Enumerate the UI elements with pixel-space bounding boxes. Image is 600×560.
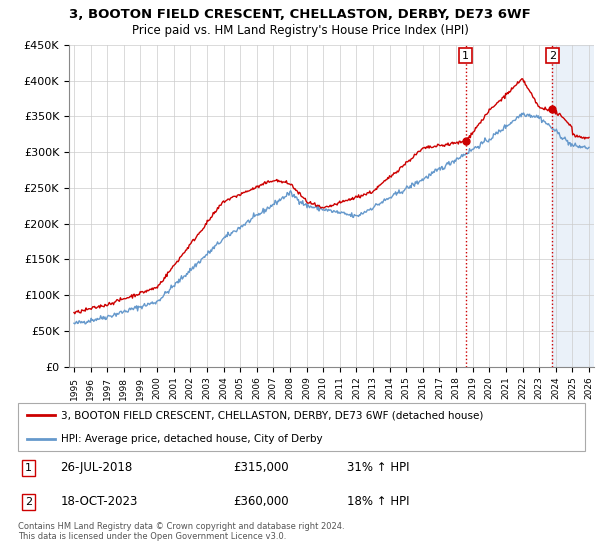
Text: 2: 2 [25,497,32,507]
Text: 3, BOOTON FIELD CRESCENT, CHELLASTON, DERBY, DE73 6WF: 3, BOOTON FIELD CRESCENT, CHELLASTON, DE… [69,8,531,21]
Text: £315,000: £315,000 [233,461,289,474]
Text: 3, BOOTON FIELD CRESCENT, CHELLASTON, DERBY, DE73 6WF (detached house): 3, BOOTON FIELD CRESCENT, CHELLASTON, DE… [61,410,483,420]
Text: Price paid vs. HM Land Registry's House Price Index (HPI): Price paid vs. HM Land Registry's House … [131,24,469,36]
Text: 18-OCT-2023: 18-OCT-2023 [61,496,138,508]
Text: Contains HM Land Registry data © Crown copyright and database right 2024.
This d: Contains HM Land Registry data © Crown c… [18,522,344,542]
Text: HPI: Average price, detached house, City of Derby: HPI: Average price, detached house, City… [61,434,322,444]
Text: 18% ↑ HPI: 18% ↑ HPI [347,496,409,508]
Text: £360,000: £360,000 [233,496,289,508]
Text: 1: 1 [25,463,32,473]
Text: 1: 1 [462,50,469,60]
Text: 26-JUL-2018: 26-JUL-2018 [61,461,133,474]
Text: 2: 2 [549,50,556,60]
Bar [553,45,598,367]
Text: 31% ↑ HPI: 31% ↑ HPI [347,461,409,474]
